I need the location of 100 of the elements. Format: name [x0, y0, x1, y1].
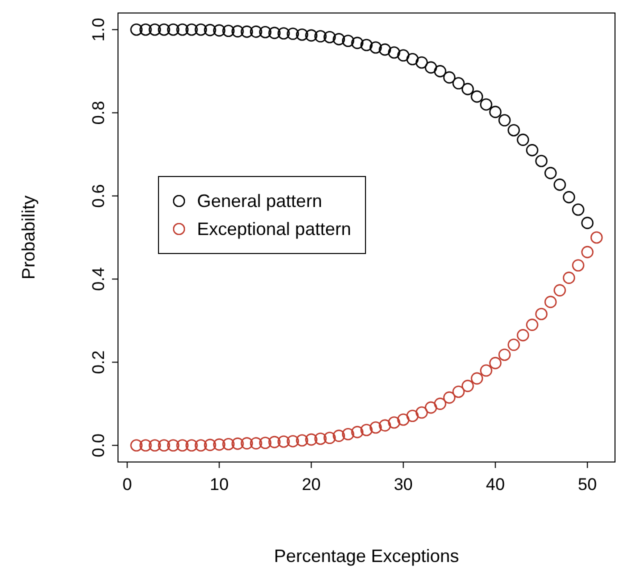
point: [139, 439, 152, 452]
point: [324, 30, 336, 44]
point: [434, 398, 446, 410]
point: [342, 428, 354, 440]
point: [572, 259, 584, 272]
point: [424, 61, 438, 74]
point: [498, 114, 511, 126]
point: [286, 28, 300, 40]
point: [167, 439, 180, 452]
point: [452, 386, 465, 398]
point: [204, 24, 216, 36]
point: [526, 318, 538, 331]
x-tick-label: 30: [394, 475, 413, 494]
point: [424, 401, 438, 414]
y-axis-title: Probability: [18, 195, 38, 280]
y-tick-label: 0.0: [89, 434, 108, 458]
point: [268, 26, 281, 40]
point: [204, 438, 216, 452]
point: [544, 166, 557, 180]
point: [462, 82, 474, 96]
point: [480, 364, 492, 377]
point: [351, 36, 364, 50]
point: [259, 26, 272, 38]
x-tick-label: 40: [486, 475, 505, 494]
point: [416, 406, 428, 419]
point: [388, 46, 400, 59]
legend-label: Exceptional pattern: [197, 218, 352, 241]
y-tick-label: 0.4: [89, 267, 108, 291]
point: [554, 284, 566, 296]
point: [480, 98, 492, 111]
point: [268, 436, 281, 448]
point: [222, 438, 235, 450]
point: [434, 65, 446, 78]
y-tick-label: 0.8: [89, 100, 108, 125]
point: [489, 106, 502, 118]
point: [130, 23, 143, 36]
point: [286, 435, 300, 448]
point: [148, 439, 161, 452]
point: [498, 348, 511, 361]
point: [296, 28, 308, 41]
point: [535, 154, 548, 168]
point: [185, 439, 198, 452]
point: [259, 436, 272, 450]
point: [167, 23, 180, 36]
point: [508, 124, 520, 136]
point: [148, 23, 161, 36]
point: [406, 410, 419, 422]
point: [360, 38, 373, 52]
point: [213, 438, 226, 451]
point: [240, 437, 253, 450]
point: [526, 144, 538, 156]
point: [544, 296, 557, 308]
point: [452, 77, 465, 90]
point: [158, 23, 170, 36]
point: [278, 435, 290, 448]
point: [332, 33, 346, 46]
point: [194, 439, 207, 452]
point: [130, 439, 143, 452]
point: [470, 372, 484, 385]
point: [232, 438, 244, 450]
point: [158, 439, 170, 452]
point: [194, 23, 207, 36]
point: [581, 216, 594, 230]
point: [562, 272, 576, 284]
point: [416, 56, 428, 69]
y-tick-label: 1.0: [89, 18, 108, 42]
point: [185, 23, 198, 36]
point: [296, 434, 308, 447]
point: [305, 29, 318, 42]
point: [250, 437, 262, 450]
point: [462, 380, 474, 392]
point: [314, 432, 327, 445]
y-tick-label: 0.6: [89, 184, 108, 208]
point: [240, 26, 253, 38]
point: [370, 421, 382, 434]
point: [324, 432, 336, 444]
point: [554, 178, 566, 191]
point: [443, 71, 456, 84]
x-tick-label: 10: [210, 475, 229, 494]
point: [139, 23, 152, 36]
legend-label: General pattern: [197, 190, 322, 213]
point: [342, 34, 354, 48]
point: [222, 24, 235, 38]
point: [314, 30, 327, 42]
point: [397, 413, 410, 426]
x-tick-label: 0: [122, 475, 132, 494]
point: [535, 308, 548, 320]
point: [370, 41, 382, 54]
point: [176, 23, 189, 36]
x-tick-label: 50: [578, 475, 597, 494]
x-tick-label: 20: [302, 475, 321, 494]
point: [406, 52, 419, 66]
point: [590, 231, 603, 244]
point: [232, 25, 244, 38]
point: [508, 338, 520, 351]
point: [443, 391, 456, 404]
point: [562, 191, 576, 204]
point: [378, 43, 392, 56]
point: [332, 430, 346, 442]
point: [213, 24, 226, 37]
